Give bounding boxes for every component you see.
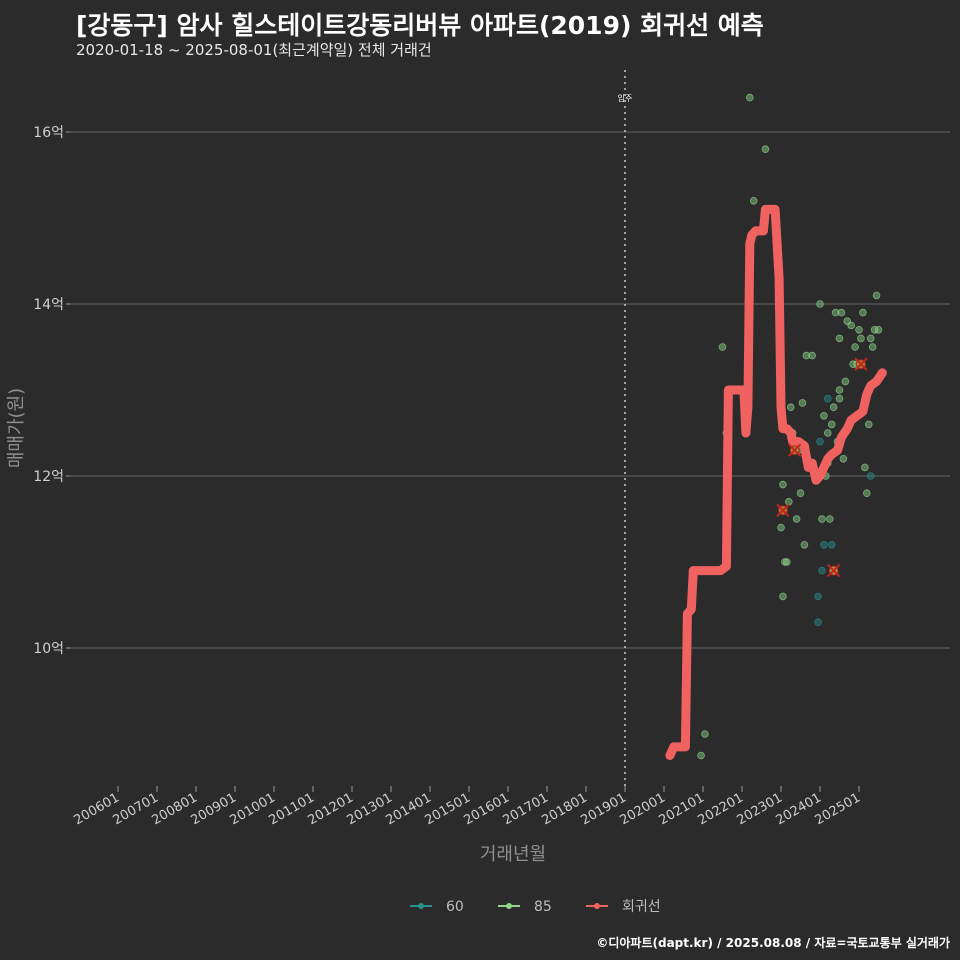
data-point-60 <box>814 618 822 626</box>
data-point-85 <box>761 145 770 154</box>
data-point-85 <box>870 325 879 334</box>
legend-label: 85 <box>534 899 552 915</box>
data-point-85 <box>808 351 816 360</box>
data-point-60 <box>866 472 875 480</box>
data-point-85 <box>839 454 848 463</box>
data-point-85 <box>718 343 727 351</box>
legend-item-60: 60 <box>410 899 464 915</box>
data-point-85 <box>831 308 840 317</box>
data-point-85 <box>749 197 758 205</box>
data-point-60 <box>820 540 828 549</box>
data-point-85 <box>835 394 844 403</box>
data-point-85 <box>825 515 834 523</box>
data-point-85 <box>781 558 789 566</box>
data-point-85 <box>866 334 875 343</box>
highlight-x-icon <box>787 443 802 457</box>
data-point-85 <box>779 592 787 601</box>
data-point-85 <box>857 334 865 343</box>
legend-dot <box>418 903 424 909</box>
data-point-60 <box>814 592 822 601</box>
data-point-85 <box>800 540 809 549</box>
data-point-85 <box>816 300 824 308</box>
highlight-x-icon <box>776 503 790 518</box>
data-point-60 <box>823 394 832 403</box>
data-point-85 <box>835 334 844 343</box>
y-axis-title: 매매가(원) <box>6 388 27 468</box>
data-point-85 <box>861 463 869 472</box>
highlight-x-icon <box>826 563 841 578</box>
y-tick-label: 12억 <box>33 469 64 485</box>
data-point-85 <box>777 523 785 532</box>
regression-line <box>665 204 887 760</box>
data-point-85 <box>874 325 883 334</box>
data-point-85 <box>784 497 793 506</box>
data-point-85 <box>701 730 709 738</box>
data-point-60 <box>818 566 826 575</box>
data-point-85 <box>827 420 836 429</box>
data-point-85 <box>820 411 828 420</box>
data-point-85 <box>796 489 805 498</box>
chart-subtitle: 2020-01-18 ~ 2025-08-01(최근계약일) 전체 거래건 <box>76 41 432 59</box>
data-point-85 <box>786 403 795 412</box>
y-tick-label: 14억 <box>33 297 64 313</box>
data-point-85 <box>792 515 801 523</box>
data-point-85 <box>783 558 791 566</box>
data-point-85 <box>835 386 844 394</box>
data-point-85 <box>837 308 846 317</box>
legend-dot <box>506 903 512 909</box>
data-point-85 <box>823 429 832 437</box>
data-point-60 <box>827 540 836 549</box>
data-point-85 <box>818 515 826 523</box>
data-point-85 <box>841 377 850 386</box>
data-point-85 <box>868 343 877 351</box>
data-point-85 <box>697 751 705 760</box>
data-point-85 <box>872 291 881 300</box>
data-point-85 <box>847 321 855 330</box>
data-point-85 <box>855 325 863 334</box>
data-point-85 <box>862 489 871 498</box>
chart-title: [강동구] 암사 힐스테이트강동리버뷰 아파트(2019) 회귀선 예측 <box>76 11 764 40</box>
legend-dot <box>594 903 600 909</box>
y-tick-label: 10억 <box>33 641 64 657</box>
data-point-85 <box>802 351 811 360</box>
source-caption: ©디아파트(dapt.kr) / 2025.08.08 / 자료=국토교통부 실… <box>596 936 950 950</box>
data-point-85 <box>745 93 754 102</box>
move-in-label: 입주 <box>618 94 633 103</box>
data-point-85 <box>864 420 873 429</box>
y-tick-label: 16억 <box>33 125 64 141</box>
data-point-85 <box>829 403 838 412</box>
legend-item-회귀선: 회귀선 <box>586 899 661 915</box>
legend-label: 회귀선 <box>622 899 661 915</box>
data-point-85 <box>859 308 867 317</box>
x-tick-label: 202501 <box>813 790 863 828</box>
data-point-85 <box>851 343 859 351</box>
data-point-85 <box>779 480 787 489</box>
data-point-60 <box>816 437 824 446</box>
data-point-85 <box>798 399 807 407</box>
legend-label: 60 <box>446 899 464 915</box>
legend-item-85: 85 <box>498 899 552 915</box>
x-axis-title: 거래년월 <box>480 844 546 865</box>
highlight-x-icon <box>854 357 868 371</box>
